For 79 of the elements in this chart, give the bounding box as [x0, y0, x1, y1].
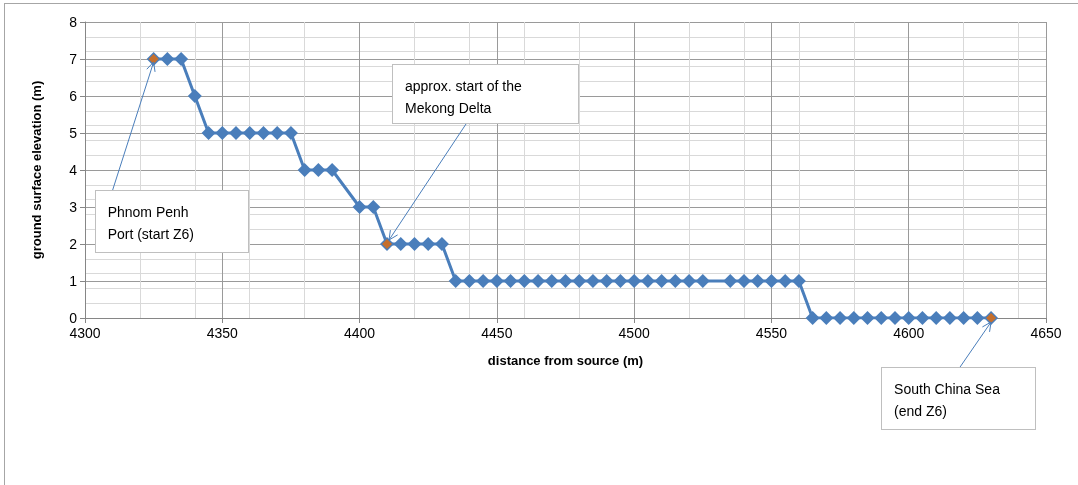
- point: [915, 311, 930, 325]
- point: [723, 274, 738, 288]
- point: [297, 163, 312, 177]
- point: [283, 126, 298, 140]
- point: [750, 274, 765, 288]
- y-tick-label: 1: [69, 273, 78, 289]
- x-tick-label: 4400: [343, 325, 376, 341]
- y-tick-label: 5: [69, 125, 78, 141]
- point: [366, 200, 381, 214]
- point: [393, 237, 408, 251]
- point: [229, 126, 244, 140]
- point: [599, 274, 614, 288]
- point: [887, 311, 902, 325]
- point: [846, 311, 861, 325]
- x-tick-label: 4300: [69, 325, 101, 341]
- point: [860, 311, 875, 325]
- x-tick-label: 4450: [481, 325, 513, 341]
- point: [256, 126, 271, 140]
- x-tick-label: 4550: [755, 325, 788, 341]
- point: [833, 311, 848, 325]
- point: [476, 274, 491, 288]
- y-tick-label: 4: [69, 162, 78, 178]
- point: [901, 311, 916, 325]
- y-tick-label: 6: [69, 88, 78, 104]
- y-tick-label: 2: [69, 236, 78, 252]
- point: [572, 274, 587, 288]
- point: [791, 274, 806, 288]
- point: [874, 311, 889, 325]
- point: [585, 274, 600, 288]
- point: [434, 237, 449, 251]
- y-tick-label: 3: [69, 199, 78, 215]
- point: [270, 126, 285, 140]
- point: [242, 126, 257, 140]
- point: [819, 311, 834, 325]
- point: [942, 311, 957, 325]
- point: [654, 274, 669, 288]
- point: [503, 274, 518, 288]
- point: [695, 274, 710, 288]
- x-axis-title: distance from source (m): [487, 353, 644, 368]
- point: [640, 274, 655, 288]
- point: [682, 274, 697, 288]
- point: [627, 274, 642, 288]
- annotation: Phnom Penh Port (start Z6): [107, 203, 195, 244]
- point: [956, 311, 971, 325]
- point: [489, 274, 504, 288]
- x-tick-label: 4600: [893, 325, 925, 341]
- point: [311, 163, 326, 177]
- x-tick-label: 4350: [206, 325, 239, 341]
- point: [805, 311, 820, 325]
- y-axis-title: ground surface elevation (m): [29, 80, 44, 260]
- point: [187, 89, 202, 103]
- annotation: approx. start of the Mekong Delta: [405, 77, 523, 118]
- point: [544, 274, 559, 288]
- point: [764, 274, 779, 288]
- x-tick-label: 4500: [618, 325, 650, 341]
- point: [531, 274, 546, 288]
- point: [613, 274, 628, 288]
- point: [462, 274, 477, 288]
- point: [215, 126, 230, 140]
- point: [174, 52, 189, 66]
- point: [517, 274, 532, 288]
- point: [970, 311, 985, 325]
- point: [352, 200, 367, 214]
- point: [201, 126, 216, 140]
- annotation: South China Sea (end Z6): [894, 380, 1001, 421]
- point: [160, 52, 175, 66]
- point: [325, 163, 340, 177]
- point: [929, 311, 944, 325]
- point: [668, 274, 683, 288]
- point: [736, 274, 751, 288]
- point: [778, 274, 793, 288]
- y-tick-label: 7: [69, 51, 78, 67]
- point: [407, 237, 422, 251]
- point: [421, 237, 436, 251]
- y-tick-label: 0: [69, 310, 78, 326]
- point: [558, 274, 573, 288]
- y-tick-label: 8: [69, 14, 78, 30]
- x-tick-label: 4650: [1030, 325, 1062, 341]
- point: [448, 274, 463, 288]
